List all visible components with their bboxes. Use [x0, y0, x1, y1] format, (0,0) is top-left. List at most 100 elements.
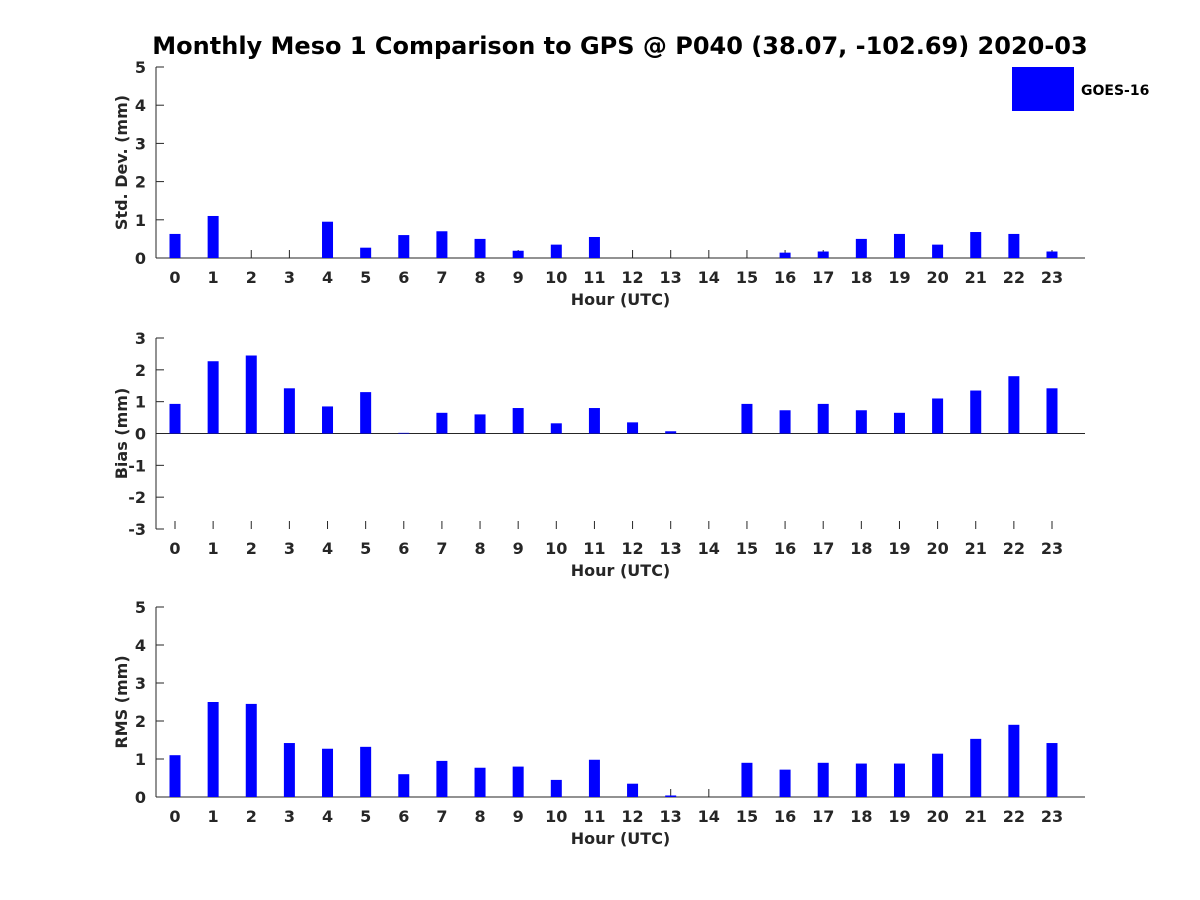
legend-label: GOES-16 — [1081, 83, 1149, 99]
y-tick-label: 2 — [135, 361, 146, 380]
bar-rms-hour-23 — [1046, 743, 1058, 797]
x-tick-label: 5 — [360, 539, 371, 558]
x-tick-label: 6 — [398, 539, 409, 558]
bar-bias-hour-16 — [779, 410, 791, 434]
bar-rms-hour-18 — [855, 763, 867, 797]
x-tick-label: 22 — [1003, 539, 1025, 558]
bar-rms-hour-13 — [665, 795, 677, 797]
x-tick-label: 13 — [660, 539, 682, 558]
bar-rms-hour-10 — [550, 779, 562, 797]
y-tick-label: 1 — [135, 750, 146, 769]
y-tick-label: -1 — [128, 456, 146, 475]
x-tick-label: 17 — [812, 539, 834, 558]
x-axis-label: Hour (UTC) — [571, 561, 671, 580]
y-tick-label: 3 — [135, 674, 146, 693]
x-tick-label: 17 — [812, 807, 834, 826]
x-tick-label: 10 — [545, 539, 567, 558]
x-tick-label: 18 — [850, 268, 872, 287]
x-tick-label: 21 — [965, 268, 987, 287]
x-tick-label: 7 — [436, 807, 447, 826]
bar-rms-hour-19 — [893, 763, 905, 797]
y-tick-label: 0 — [135, 788, 146, 807]
y-axis-label: RMS (mm) — [112, 655, 131, 748]
x-tick-label: 4 — [322, 268, 333, 287]
bar-std-dev-hour-11 — [588, 236, 600, 258]
legend-swatch — [1012, 67, 1074, 111]
x-axis-label: Hour (UTC) — [571, 829, 671, 848]
y-tick-label: 3 — [135, 134, 146, 153]
x-tick-label: 23 — [1041, 807, 1063, 826]
x-tick-label: 9 — [513, 539, 524, 558]
x-tick-label: 5 — [360, 807, 371, 826]
x-tick-label: 19 — [888, 807, 910, 826]
bar-bias-hour-8 — [474, 414, 486, 434]
x-tick-label: 23 — [1041, 268, 1063, 287]
bar-std-dev-hour-20 — [932, 244, 944, 258]
bar-bias-hour-4 — [322, 406, 334, 434]
bar-bias-hour-10 — [550, 423, 562, 434]
bar-bias-hour-1 — [207, 361, 219, 434]
x-tick-label: 1 — [208, 539, 219, 558]
x-tick-label: 22 — [1003, 268, 1025, 287]
x-tick-label: 14 — [698, 268, 720, 287]
x-tick-label: 12 — [621, 539, 643, 558]
x-tick-label: 2 — [246, 539, 257, 558]
x-tick-label: 18 — [850, 807, 872, 826]
bar-rms-hour-6 — [398, 774, 410, 797]
bar-rms-hour-0 — [169, 755, 181, 797]
bar-rms-hour-20 — [932, 753, 944, 797]
x-tick-label: 7 — [436, 268, 447, 287]
x-tick-label: 13 — [660, 807, 682, 826]
bar-rms-hour-11 — [588, 759, 600, 797]
x-tick-label: 8 — [474, 539, 485, 558]
x-tick-label: 23 — [1041, 539, 1063, 558]
bar-std-dev-hour-5 — [360, 247, 372, 258]
y-tick-label: 3 — [135, 329, 146, 348]
x-tick-label: 21 — [965, 807, 987, 826]
y-tick-label: 1 — [135, 211, 146, 230]
bar-bias-hour-12 — [627, 422, 639, 434]
x-tick-label: 15 — [736, 268, 758, 287]
x-tick-label: 16 — [774, 807, 796, 826]
bar-bias-hour-9 — [512, 408, 524, 434]
x-tick-label: 0 — [169, 807, 180, 826]
x-tick-label: 10 — [545, 807, 567, 826]
x-tick-label: 9 — [513, 268, 524, 287]
bar-rms-hour-16 — [779, 769, 791, 797]
x-tick-label: 19 — [888, 539, 910, 558]
y-tick-label: 2 — [135, 712, 146, 731]
bar-bias-hour-2 — [245, 355, 257, 434]
x-tick-label: 12 — [621, 807, 643, 826]
bar-rms-hour-22 — [1008, 724, 1020, 797]
x-tick-label: 2 — [246, 807, 257, 826]
bar-rms-hour-5 — [360, 746, 372, 797]
y-tick-label: 2 — [135, 173, 146, 192]
x-tick-label: 21 — [965, 539, 987, 558]
x-tick-label: 6 — [398, 268, 409, 287]
x-tick-label: 11 — [583, 807, 605, 826]
y-tick-label: 5 — [135, 598, 146, 617]
y-tick-label: 0 — [135, 249, 146, 268]
bar-bias-hour-0 — [169, 403, 181, 434]
x-tick-label: 3 — [284, 807, 295, 826]
bar-std-dev-hour-16 — [779, 252, 791, 258]
x-tick-label: 0 — [169, 539, 180, 558]
y-axis-label: Bias (mm) — [112, 388, 131, 480]
bar-bias-hour-23 — [1046, 388, 1058, 434]
bar-rms-hour-7 — [436, 760, 448, 797]
y-tick-label: 4 — [135, 636, 146, 655]
bar-bias-hour-6 — [398, 432, 410, 434]
x-tick-label: 2 — [246, 268, 257, 287]
x-axis-label: Hour (UTC) — [571, 290, 671, 309]
bar-bias-hour-15 — [741, 403, 753, 434]
bar-std-dev-hour-19 — [893, 233, 905, 258]
x-tick-label: 16 — [774, 539, 796, 558]
x-tick-label: 1 — [208, 807, 219, 826]
bar-rms-hour-4 — [322, 748, 334, 797]
x-tick-label: 7 — [436, 539, 447, 558]
bar-std-dev-hour-8 — [474, 238, 486, 258]
